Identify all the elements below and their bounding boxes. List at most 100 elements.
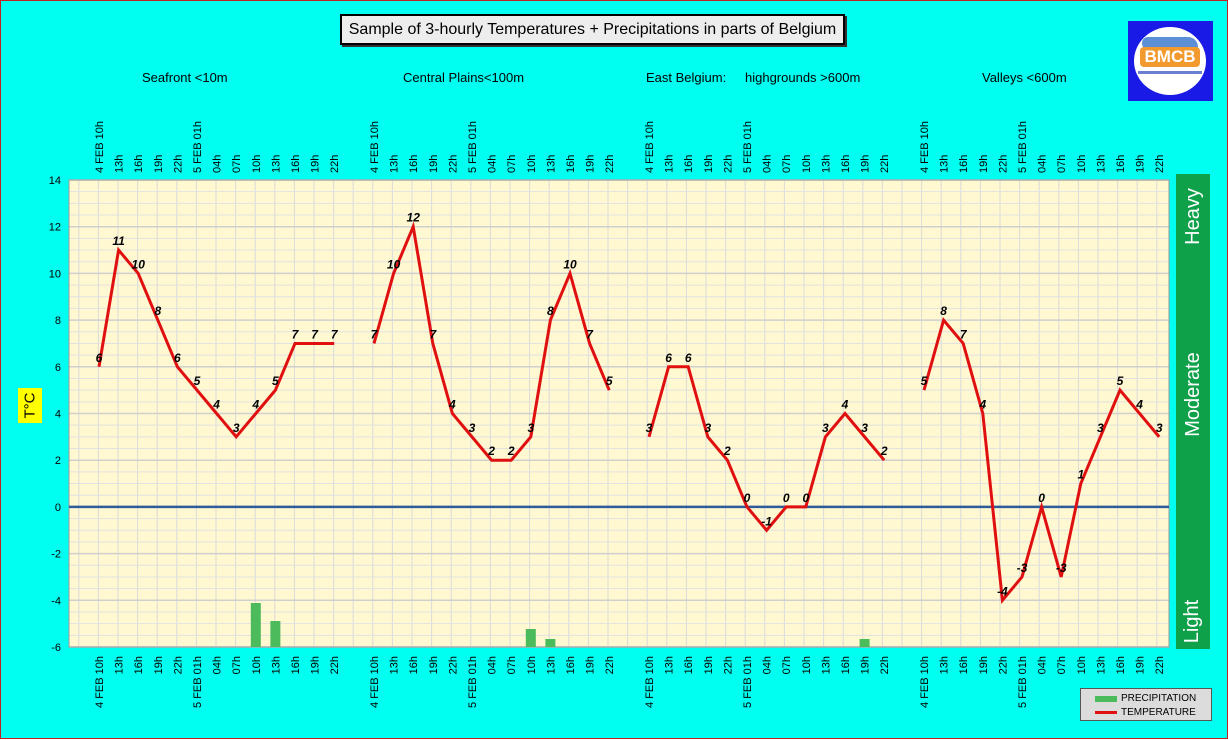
x-tick-label-bottom: 07h xyxy=(1056,656,1068,674)
x-tick-label-top: 19h xyxy=(585,155,597,173)
x-tick-label-bottom: 16h xyxy=(683,656,695,674)
x-tick-label-top: 4 FEB 10h xyxy=(644,121,656,173)
temperature-data-label: 5 xyxy=(1117,374,1124,388)
x-tick-label-bottom: 5 FEB 01h xyxy=(742,656,754,708)
temperature-data-label: 4 xyxy=(251,398,259,412)
legend-temperature: TEMPERATURE xyxy=(1095,707,1196,718)
y-tick-label: 12 xyxy=(49,222,61,234)
x-tick-label-top: 04h xyxy=(212,155,224,173)
x-tick-label-bottom: 19h xyxy=(1135,656,1147,674)
temperature-data-label: 11 xyxy=(112,234,125,248)
x-tick-label-bottom: 16h xyxy=(290,656,302,674)
temperature-data-label: 0 xyxy=(802,491,809,505)
legend-temperature-label: TEMPERATURE xyxy=(1121,707,1196,718)
temperature-data-label: 2 xyxy=(880,444,888,458)
temperature-data-label: 5 xyxy=(272,374,279,388)
x-tick-label-top: 5 FEB 01h xyxy=(742,121,754,173)
x-tick-label-bottom: 4 FEB 10h xyxy=(919,656,931,708)
x-tick-label-top: 13h xyxy=(664,155,676,173)
x-tick-label-bottom: 22h xyxy=(329,656,341,674)
intensity-heavy-text: Heavy xyxy=(1181,188,1204,245)
temperature-data-label: 2 xyxy=(487,444,495,458)
temperature-data-label: 5 xyxy=(606,374,613,388)
temperature-data-label: -3 xyxy=(1056,561,1067,575)
temperature-data-label: -4 xyxy=(997,584,1008,598)
x-tick-label-bottom: 4 FEB 10h xyxy=(644,656,656,708)
x-tick-label-bottom: 04h xyxy=(1037,656,1049,674)
x-tick-label-top: 16h xyxy=(958,155,970,173)
temperature-data-label: 8 xyxy=(940,304,947,318)
temperature-data-label: -1 xyxy=(761,514,772,528)
precipitation-bar xyxy=(525,629,536,647)
x-tick-label-bottom: 10h xyxy=(801,656,813,674)
y-tick-label: 0 xyxy=(55,502,61,514)
y-tick-label: -6 xyxy=(51,642,61,654)
temperature-line xyxy=(372,221,611,462)
x-tick-label-top: 10h xyxy=(526,155,538,173)
legend-precipitation-label: PRECIPITATION xyxy=(1121,693,1197,704)
x-tick-label-top: 5 FEB 01h xyxy=(467,121,479,173)
x-tick-label-bottom: 16h xyxy=(840,656,852,674)
y-tick-label: -2 xyxy=(51,549,61,561)
x-tick-label-bottom: 13h xyxy=(545,656,557,674)
x-tick-label-top: 22h xyxy=(329,155,341,173)
x-tick-label-top: 10h xyxy=(801,155,813,173)
x-tick-label-top: 22h xyxy=(722,155,734,173)
temperature-data-label: 6 xyxy=(685,351,692,365)
temperature-data-label: 3 xyxy=(704,421,711,435)
x-tick-label-top: 19h xyxy=(428,155,440,173)
x-tick-label-top: 07h xyxy=(1056,155,1068,173)
temperature-data-label: 4 xyxy=(1135,398,1143,412)
region-label-highgrounds: highgrounds >600m xyxy=(745,70,861,85)
x-tick-label-bottom: 16h xyxy=(408,656,420,674)
temperature-data-label: -3 xyxy=(1017,561,1028,575)
x-tick-label-top: 5 FEB 01h xyxy=(192,121,204,173)
x-tick-label-bottom: 13h xyxy=(939,656,951,674)
temperature-data-label: 8 xyxy=(547,304,554,318)
temperature-data-label: 6 xyxy=(665,351,672,365)
x-tick-label-top: 19h xyxy=(978,155,990,173)
temperature-data-label: 3 xyxy=(646,421,653,435)
temperature-data-label: 12 xyxy=(407,211,421,225)
x-tick-label-top: 13h xyxy=(389,155,401,173)
x-tick-label-bottom: 04h xyxy=(487,656,499,674)
x-tick-label-bottom: 04h xyxy=(212,656,224,674)
plot-border xyxy=(68,179,1170,648)
temperature-data-label: 2 xyxy=(507,444,515,458)
y-tick-label: 10 xyxy=(49,268,61,280)
x-tick-label-bottom: 10h xyxy=(251,656,263,674)
x-tick-label-bottom: 4 FEB 10h xyxy=(369,656,381,708)
x-tick-label-top: 16h xyxy=(290,155,302,173)
temperature-data-label: 0 xyxy=(744,491,751,505)
x-tick-label-bottom: 5 FEB 01h xyxy=(192,656,204,708)
x-tick-label-bottom: 22h xyxy=(172,656,184,674)
x-tick-label-top: 16h xyxy=(408,155,420,173)
x-tick-label-bottom: 13h xyxy=(820,656,832,674)
x-tick-label-top: 22h xyxy=(997,155,1009,173)
temperature-data-label: 5 xyxy=(921,374,928,388)
region-label-east-belgium: East Belgium: xyxy=(646,70,727,85)
temperature-data-label: 4 xyxy=(448,398,456,412)
legend-precipitation-swatch xyxy=(1095,695,1117,702)
x-tick-label-top: 4 FEB 10h xyxy=(369,121,381,173)
x-tick-label-bottom: 22h xyxy=(997,656,1009,674)
temperature-data-label: 3 xyxy=(861,421,868,435)
intensity-light-text: Light xyxy=(1181,599,1204,644)
y-tick-label: 6 xyxy=(55,362,61,374)
x-tick-label-top: 04h xyxy=(1037,155,1049,173)
x-tick-label-bottom: 4 FEB 10h xyxy=(94,656,106,708)
region-label-valleys: Valleys <600m xyxy=(982,70,1067,85)
x-tick-label-top: 19h xyxy=(310,155,322,173)
intensity-moderate-text: Moderate xyxy=(1181,351,1204,437)
temperature-data-label: 0 xyxy=(783,491,790,505)
intensity-moderate: Moderate xyxy=(1176,344,1210,444)
intensity-heavy: Heavy xyxy=(1176,184,1210,249)
x-tick-label-bottom: 16h xyxy=(133,656,145,674)
temperature-data-label: 3 xyxy=(469,421,476,435)
x-tick-label-bottom: 5 FEB 01h xyxy=(1017,656,1029,708)
x-tick-label-top: 22h xyxy=(1154,155,1166,173)
legend-temperature-swatch xyxy=(1095,711,1117,714)
temperature-data-label: 1 xyxy=(1077,468,1084,482)
temperature-data-label: 3 xyxy=(527,421,534,435)
